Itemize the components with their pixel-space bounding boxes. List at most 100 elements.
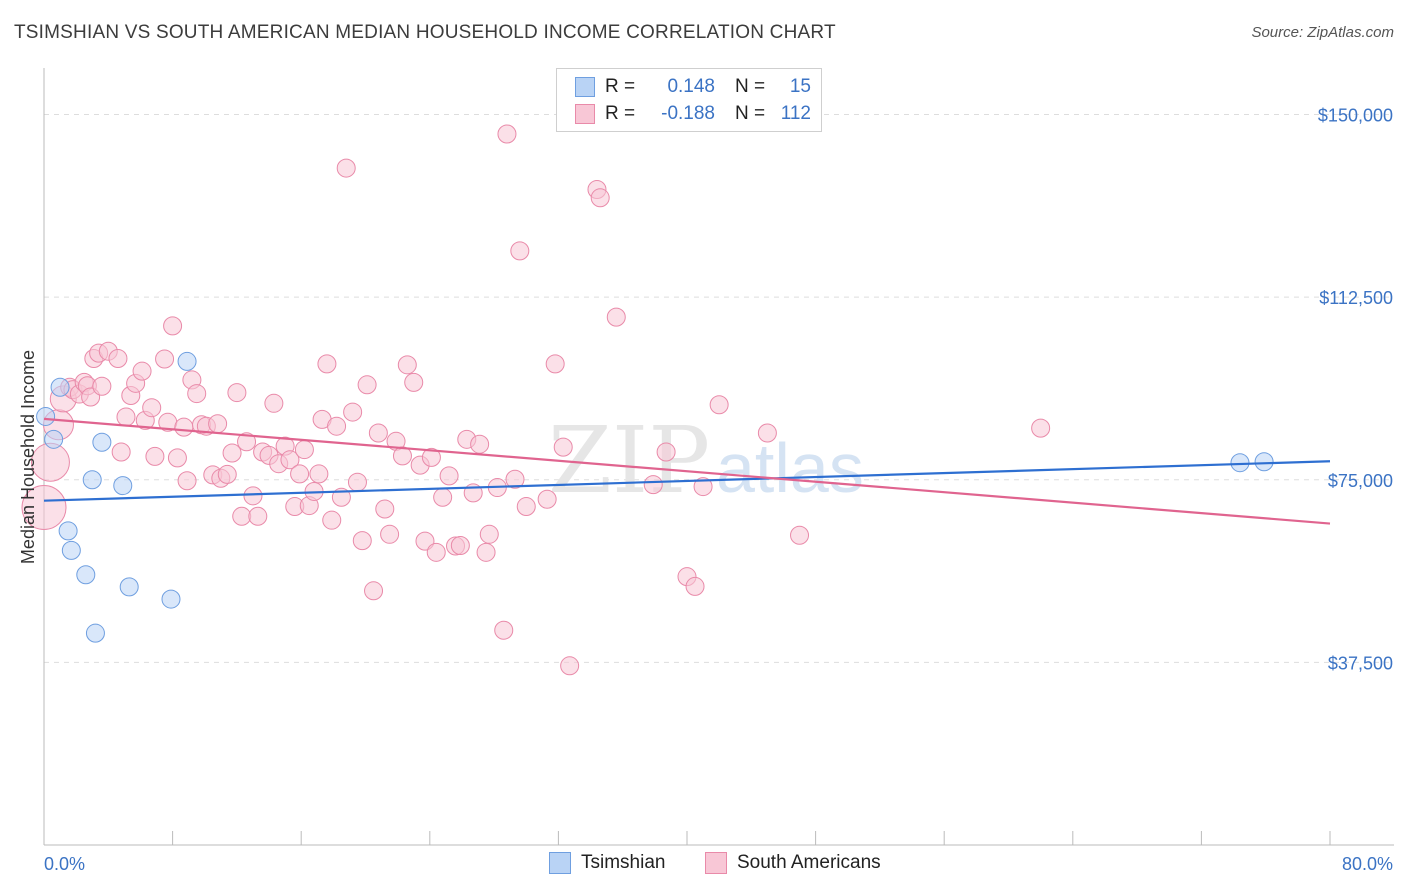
south-american-point [163, 316, 183, 336]
legend-r-value: -0.188 [661, 103, 715, 124]
y-tick-label: $112,500 [1319, 288, 1393, 308]
legend-r-label: R = [605, 103, 636, 124]
south-american-point [421, 447, 441, 467]
south-american-point [294, 440, 314, 460]
south-american-point [757, 423, 777, 443]
legend-item-tsimshian: Tsimshian [549, 852, 665, 874]
south-american-point [343, 402, 363, 422]
south-american-point [145, 446, 165, 466]
south-american-point [450, 536, 470, 556]
south-american-point [606, 307, 626, 327]
south-american-point [357, 375, 377, 395]
tsimshian-point [85, 623, 105, 643]
legend-n-value: 15 [789, 76, 811, 97]
y-axis-title: Median Household Income [18, 350, 38, 564]
tsimshian-point [161, 589, 181, 609]
tsimshian-point [58, 521, 78, 541]
y-tick-labels: $150,000 $112,500 $75,000 $37,500 [1318, 106, 1393, 674]
south-american-point [364, 581, 384, 601]
legend-item-label: Tsimshian [581, 852, 666, 873]
south-american-point [685, 576, 705, 596]
south-american-point [433, 487, 453, 507]
south-american-point [174, 417, 194, 437]
south-american-point [177, 471, 197, 491]
tsimshian-point [119, 577, 139, 597]
tsimshian-point [92, 432, 112, 452]
south-american-point [470, 434, 490, 454]
south-american-point [208, 414, 228, 434]
watermark-zip: ZIP [548, 407, 710, 514]
south-american-point [476, 542, 496, 562]
south-american-point [560, 656, 580, 676]
tsimshian-point [76, 565, 96, 585]
south-american-point [327, 416, 347, 436]
data-points [21, 124, 1274, 676]
y-tick-label: $75,000 [1328, 471, 1393, 491]
correlation-legend: R = 0.148 N = 15 R = -0.188 N = 112 [556, 68, 822, 132]
south-american-point [155, 349, 175, 369]
x-tick-label-min: 0.0% [44, 854, 85, 874]
chart-title: TSIMSHIAN VS SOUTH AMERICAN MEDIAN HOUSE… [14, 22, 836, 43]
pink-swatch-icon [705, 852, 727, 874]
tsimshian-point [1254, 452, 1274, 472]
blue-swatch-icon [549, 852, 571, 874]
south-american-point [111, 442, 131, 462]
tsimshian-point [36, 406, 56, 426]
south-american-point [397, 355, 417, 375]
south-american-point [92, 376, 112, 396]
trend-lines [43, 417, 1331, 525]
legend-row-tsimshian: R = 0.148 N = 15 [557, 73, 811, 101]
legend-n-value: 112 [780, 103, 811, 124]
south-american-point [479, 524, 499, 544]
south-american-point [426, 542, 446, 562]
south-american-point [497, 124, 517, 144]
tsimshian-point [44, 429, 64, 449]
south-american-point [222, 443, 242, 463]
south-american-point [264, 393, 284, 413]
south-american-point [590, 188, 610, 208]
legend-n-label: N = [735, 76, 766, 97]
legend-r-value: 0.148 [667, 76, 715, 97]
south-american-point [309, 464, 329, 484]
y-tick-label: $150,000 [1318, 106, 1393, 126]
south-american-point [693, 477, 713, 497]
south-american-point [248, 506, 268, 526]
south-american-point [217, 464, 237, 484]
series-legend: Tsimshian South Americans [0, 852, 1406, 878]
south-american-point [537, 489, 557, 509]
south-american-point [380, 524, 400, 544]
south-american-point [116, 407, 136, 427]
legend-item-south-americans: South Americans [705, 852, 881, 874]
x-tick-label-max: 80.0% [1342, 854, 1393, 874]
south-american-point [392, 446, 412, 466]
south-american-point [243, 486, 263, 506]
south-american-point [439, 466, 459, 486]
south-american-point [375, 499, 395, 519]
legend-n-label: N = [735, 103, 766, 124]
legend-item-label: South Americans [737, 852, 881, 873]
blue-swatch-icon [575, 77, 595, 97]
south-american-trend-line [43, 417, 1331, 525]
south-american-point [494, 620, 514, 640]
tsimshian-point [61, 540, 81, 560]
watermark-atlas: atlas [716, 429, 864, 507]
legend-r-label: R = [605, 76, 636, 97]
south-american-point [516, 497, 536, 517]
tsimshian-trend-line [43, 460, 1331, 502]
south-american-point [227, 383, 247, 403]
south-american-point [187, 384, 207, 404]
grid-lines [44, 114, 1394, 663]
south-american-point [404, 372, 424, 392]
tsimshian-point [177, 351, 197, 371]
south-american-point [21, 485, 67, 531]
tsimshian-point [113, 476, 133, 496]
tsimshian-point [82, 470, 102, 490]
south-american-point [510, 241, 530, 261]
south-american-point [142, 398, 162, 418]
pink-swatch-icon [575, 104, 595, 124]
south-american-point [545, 354, 565, 374]
south-american-point [280, 450, 300, 470]
south-american-point [368, 423, 388, 443]
south-american-point [643, 475, 663, 495]
